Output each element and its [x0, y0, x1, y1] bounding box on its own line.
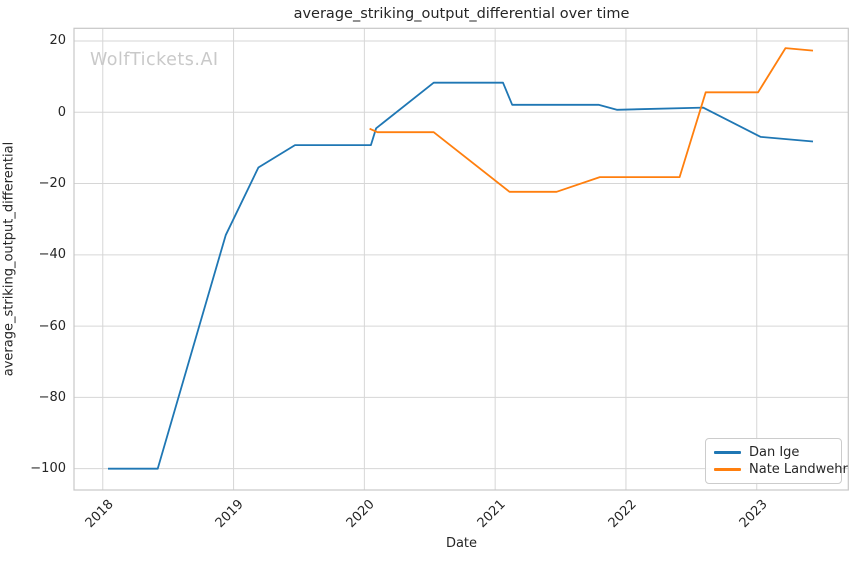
legend-item: Nate Landwehr — [714, 461, 848, 478]
series-line-dan-ige — [108, 81, 814, 470]
x-axis-label: Date — [445, 536, 478, 551]
chart-title: average_striking_output_differential ove… — [293, 6, 630, 22]
y-tick-label: 0 — [57, 104, 66, 120]
watermark-text: WolfTickets.AI — [90, 50, 219, 70]
y-tick-label: 20 — [49, 33, 66, 49]
y-tick-label: −80 — [38, 389, 66, 405]
legend-line-swatch-nate-landwehr — [714, 468, 741, 471]
series-line-nate-landwehr — [369, 47, 814, 193]
legend: Dan Ige Nate Landwehr — [705, 438, 848, 484]
legend-item: Dan Ige — [714, 444, 833, 461]
y-tick-label: −100 — [30, 461, 66, 477]
y-tick-label: −60 — [38, 318, 66, 334]
axes-border — [73, 27, 849, 491]
legend-line-swatch-dan-ige — [714, 451, 741, 454]
legend-label: Nate Landwehr — [749, 462, 848, 477]
y-tick-label: −20 — [38, 176, 66, 192]
legend-label: Dan Ige — [749, 445, 800, 460]
y-tick-label: −40 — [38, 247, 66, 263]
